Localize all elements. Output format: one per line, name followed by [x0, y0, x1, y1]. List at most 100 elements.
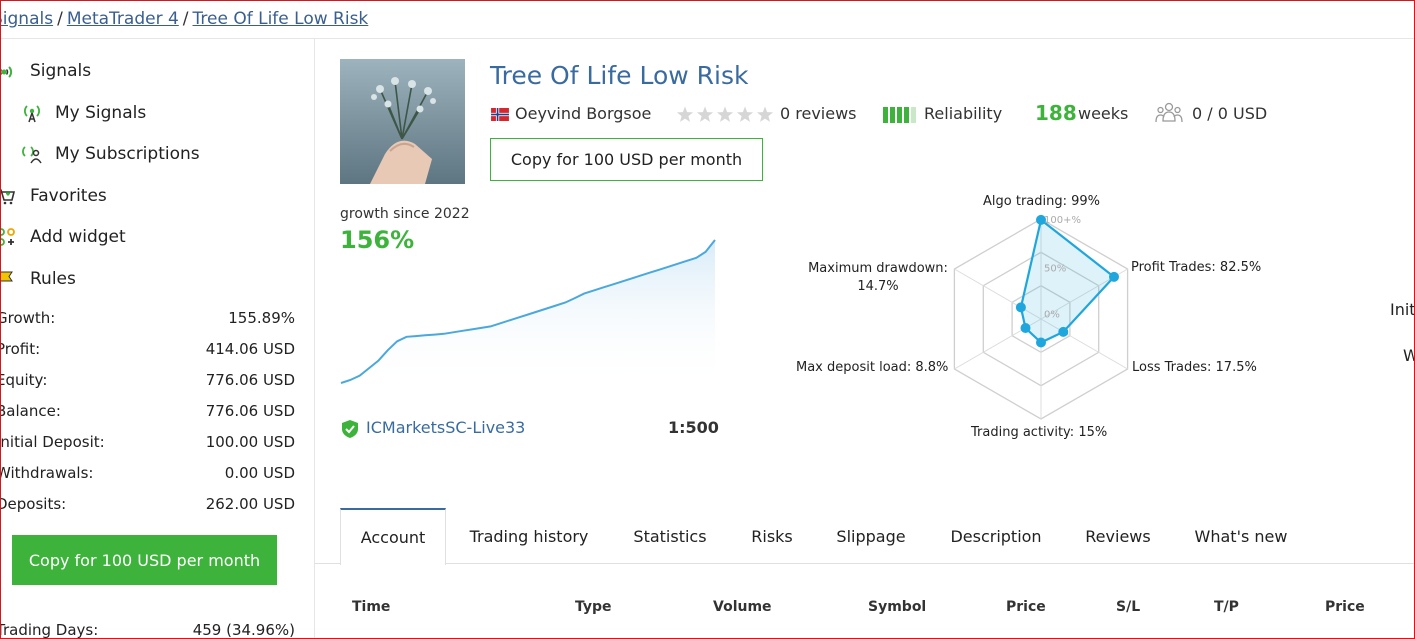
- radar-point[interactable]: [1058, 326, 1069, 337]
- column-header-type[interactable]: Type: [575, 599, 612, 615]
- sidebar-copy-button[interactable]: Copy for 100 USD per month: [12, 535, 277, 585]
- reliability-label: Reliability: [924, 104, 1003, 123]
- star-mark: [716, 106, 734, 122]
- sidebar-item-my-signals[interactable]: My Signals: [55, 103, 147, 123]
- stat-label: Profit:: [0, 340, 41, 358]
- radar-point[interactable]: [1015, 302, 1026, 313]
- tab-whats-new[interactable]: What's new: [1194, 526, 1288, 546]
- broadcast-icon: [24, 105, 40, 123]
- sidebar-item-add-widget[interactable]: Add widget: [30, 227, 126, 247]
- column-header-price[interactable]: Price: [1006, 599, 1046, 615]
- column-header-tp[interactable]: T/P: [1214, 599, 1239, 615]
- sidebar-item-rules[interactable]: Rules: [30, 269, 76, 289]
- stat-label: Growth:: [0, 309, 56, 327]
- column-header-symbol[interactable]: Symbol: [868, 599, 927, 615]
- radar-label-profit-trades: Profit Trades: 82.5%: [1131, 260, 1262, 275]
- growth-area-fill: [341, 240, 715, 388]
- stat-label: Equity:: [0, 371, 48, 389]
- growth-label: growth since 2022: [340, 206, 470, 222]
- copy-signal-button[interactable]: Copy for 100 USD per month: [490, 138, 763, 181]
- tab-slippage[interactable]: Slippage: [836, 526, 906, 546]
- verified-shield-icon: [342, 420, 358, 438]
- radar-label-max-deposit-load: Max deposit load: 8.8%: [796, 360, 949, 375]
- weeks-label: weeks: [1078, 104, 1129, 123]
- radar-label-max-drawdown: Maximum drawdown: 14.7%: [808, 261, 948, 294]
- norway-flag-icon: [491, 108, 509, 121]
- signal-icon: [0, 66, 13, 78]
- tab-account[interactable]: Account: [340, 508, 446, 565]
- tab-trading-history[interactable]: Trading history: [469, 526, 589, 546]
- radar-axis: [1040, 318, 1128, 370]
- column-header-time[interactable]: Time: [352, 599, 391, 615]
- column-header-price-close[interactable]: Price: [1325, 599, 1365, 615]
- radar-point[interactable]: [1036, 214, 1046, 225]
- star-mark: [736, 106, 754, 122]
- growth-chart[interactable]: [340, 228, 716, 388]
- column-header-sl[interactable]: S/L: [1116, 599, 1141, 615]
- growth-value: 156%: [340, 226, 415, 254]
- radar-point[interactable]: [1109, 271, 1119, 282]
- breadcrumb-separator: /: [182, 9, 189, 29]
- stat-label: Withdrawals:: [0, 464, 94, 482]
- radar-label-algo-trading: Algo trading: 99%: [983, 194, 1101, 209]
- breadcrumb-current[interactable]: Tree Of Life Low Risk: [192, 9, 369, 29]
- stat-label: Deposits:: [0, 495, 67, 513]
- signal-avatar: [340, 59, 465, 184]
- radar-tick-label: 100+%: [1044, 215, 1081, 226]
- star-mark: [696, 106, 714, 122]
- stat-value: 414.06 USD: [205, 340, 295, 358]
- signal-title[interactable]: Tree Of Life Low Risk: [490, 61, 749, 90]
- stat-label: Balance:: [0, 402, 61, 420]
- subscribers-count: 0 / 0 USD: [1192, 104, 1268, 123]
- broker-server[interactable]: ICMarketsSC-Live33: [366, 418, 526, 437]
- tab-risks[interactable]: Risks: [751, 526, 793, 546]
- breadcrumb-signals[interactable]: Signals: [0, 9, 54, 29]
- sidebar-divider: [314, 39, 315, 639]
- star-mark: [676, 106, 694, 122]
- stat-label: Initial Deposit:: [0, 433, 105, 451]
- signal-author[interactable]: Oeyvind Borgsoe: [515, 104, 652, 123]
- stat-value: 0.00 USD: [224, 464, 295, 482]
- tabs-divider: [315, 563, 1415, 564]
- breadcrumb-separator: /: [57, 9, 63, 29]
- sidebar-item-signals[interactable]: Signals: [30, 61, 92, 81]
- header-divider: [0, 38, 1415, 39]
- flag-icon: [0, 271, 13, 282]
- reliability-bars-icon: [883, 107, 916, 123]
- stat-label: Trading Days:: [0, 621, 99, 639]
- heart-cart-icon: [0, 189, 16, 205]
- stat-value: 776.06 USD: [205, 371, 295, 389]
- radar-axis: [954, 268, 1042, 320]
- leverage-value: 1:500: [668, 418, 719, 437]
- sidebar-item-favorites[interactable]: Favorites: [30, 186, 107, 206]
- column-header-volume[interactable]: Volume: [713, 599, 772, 615]
- radar-label-trading-activity: Trading activity: 15%: [971, 425, 1108, 440]
- radar-chart[interactable]: 100+% 50% 0%: [930, 200, 1152, 440]
- sidebar-item-my-subscriptions[interactable]: My Subscriptions: [55, 144, 200, 164]
- widget-icon: [0, 228, 15, 246]
- breadcrumb-metatrader4[interactable]: MetaTrader 4: [66, 9, 179, 29]
- clipped-text-fragment: W: [1403, 346, 1415, 365]
- radar-label-loss-trades: Loss Trades: 17.5%: [1132, 360, 1257, 375]
- clipped-text-fragment: Init: [1390, 300, 1415, 319]
- weeks-value: 188: [1035, 101, 1077, 125]
- stat-value: 776.06 USD: [205, 402, 295, 420]
- reviews-count[interactable]: 0 reviews: [780, 104, 857, 123]
- radar-point[interactable]: [1036, 337, 1046, 348]
- stat-value: 262.00 USD: [205, 495, 295, 513]
- breadcrumb: Signals/MetaTrader 4/Tree Of Life Low Ri…: [0, 9, 368, 29]
- star-mark: [756, 106, 774, 122]
- radar-tick-label: 0%: [1044, 310, 1060, 321]
- tab-description[interactable]: Description: [950, 526, 1042, 546]
- radar-series-area: [1019, 217, 1116, 344]
- stat-value: 100.00 USD: [205, 433, 295, 451]
- rating-stars-icon: [676, 106, 774, 122]
- subscription-icon: [22, 146, 42, 164]
- radar-point[interactable]: [1020, 323, 1031, 333]
- tab-reviews[interactable]: Reviews: [1085, 526, 1151, 546]
- tab-statistics[interactable]: Statistics: [633, 526, 707, 546]
- growth-line: [340, 239, 716, 384]
- stat-value: 155.89%: [228, 309, 295, 327]
- radar-tick-label: 50%: [1044, 263, 1066, 274]
- stat-value: 459 (34.96%): [192, 621, 295, 639]
